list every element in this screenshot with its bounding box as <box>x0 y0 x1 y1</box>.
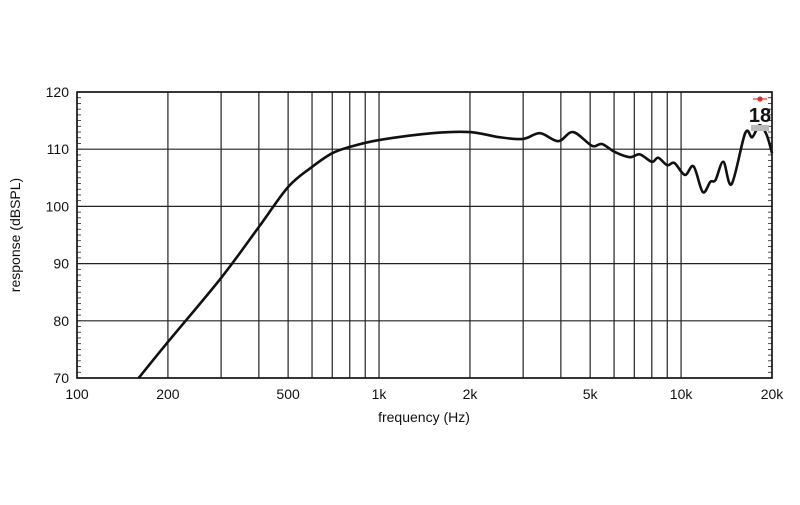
x-tick-label: 2k <box>463 386 479 402</box>
y-axis-label: response (dBSPL) <box>7 178 23 292</box>
x-tick-label: 20k <box>761 386 785 402</box>
y-tick-label: 80 <box>53 313 69 329</box>
x-tick-label: 200 <box>156 386 180 402</box>
x-tick-label: 500 <box>276 386 300 402</box>
x-tick-label: 1k <box>372 386 388 402</box>
x-axis-label: frequency (Hz) <box>378 409 470 425</box>
brand-logo: 18 <box>749 96 771 131</box>
tick-labels: 100 200 500 1k 2k 5k 10k 20k 70 80 90 100 110 120 <box>46 84 785 402</box>
y-tick-label: 90 <box>53 256 69 272</box>
y-tick-label: 70 <box>53 370 69 386</box>
y-tick-label: 120 <box>46 84 70 100</box>
plot-frame <box>76 91 773 379</box>
star-icon <box>753 96 767 102</box>
logo-text: 18 <box>749 105 771 127</box>
y-tick-label: 110 <box>47 141 70 157</box>
y-tick-label: 100 <box>46 198 70 214</box>
x-tick-label: 10k <box>670 386 694 402</box>
x-tick-label: 100 <box>65 386 89 402</box>
x-tick-label: 5k <box>583 386 599 402</box>
series-line <box>137 123 774 379</box>
